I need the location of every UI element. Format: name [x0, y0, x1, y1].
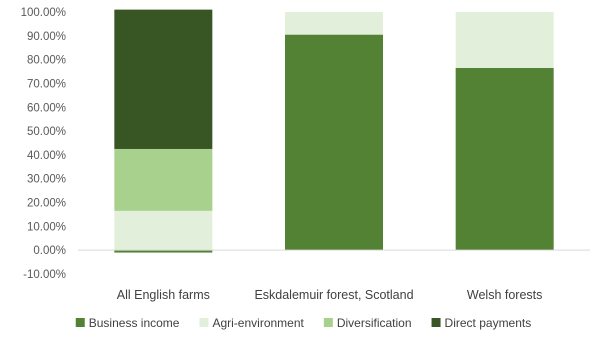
y-axis: -10.00% 0.00% 10.00% 20.00% 30.00% 40.00% 50.0… — [21, 7, 66, 281]
bar-agri-environment-all-english-farms — [114, 210, 213, 251]
legend-label: Direct payments — [445, 316, 532, 330]
x-category-label: All English farms — [117, 288, 210, 302]
legend-swatch — [75, 318, 85, 327]
x-axis: All English farms Eskdalemuir forest, Sco… — [117, 288, 543, 302]
x-category-label: Welsh forests — [467, 288, 543, 302]
y-tick-label: -10.00% — [23, 269, 66, 281]
x-category-label: Eskdalemuir forest, Scotland — [254, 288, 413, 302]
bar-business-income-all-english-farms — [114, 250, 213, 253]
legend-swatch — [431, 318, 441, 327]
y-tick-label: 80.00% — [27, 55, 66, 67]
y-tick-label: 60.00% — [27, 102, 66, 114]
legend-swatch — [323, 318, 333, 327]
legend-swatch — [199, 318, 209, 327]
y-tick-label: 30.00% — [27, 174, 66, 186]
bar-business-income-eskdalemuir-forest-scotland — [285, 34, 383, 251]
bar-direct-payments-all-english-farms — [114, 9, 213, 149]
bar-agri-environment-eskdalemuir-forest-scotland — [285, 12, 383, 35]
legend-label: Agri-environment — [212, 316, 304, 330]
y-tick-label: 90.00% — [27, 31, 66, 43]
legend-item-agri-environment: Agri-environment — [199, 316, 305, 330]
bars — [114, 9, 554, 253]
y-tick-label: 0.00% — [33, 245, 66, 257]
y-tick-label: 50.00% — [27, 126, 66, 138]
y-tick-label: 70.00% — [27, 78, 66, 90]
legend: Business income Agri-environment Diversifi… — [75, 316, 532, 330]
bar-agri-environment-welsh-forests — [455, 12, 554, 68]
y-tick-label: 40.00% — [27, 150, 66, 162]
y-tick-label: 100.00% — [21, 7, 66, 19]
y-tick-label: 10.00% — [27, 221, 66, 233]
legend-item-direct-payments: Direct payments — [431, 316, 532, 330]
y-tick-label: 20.00% — [27, 198, 66, 210]
legend-label: Business income — [89, 316, 180, 330]
legend-item-business-income: Business income — [75, 316, 180, 330]
bar-diversification-all-english-farms — [114, 148, 213, 211]
legend-label: Diversification — [337, 316, 412, 330]
bar-business-income-welsh-forests — [455, 67, 554, 251]
legend-item-diversification: Diversification — [323, 316, 412, 330]
